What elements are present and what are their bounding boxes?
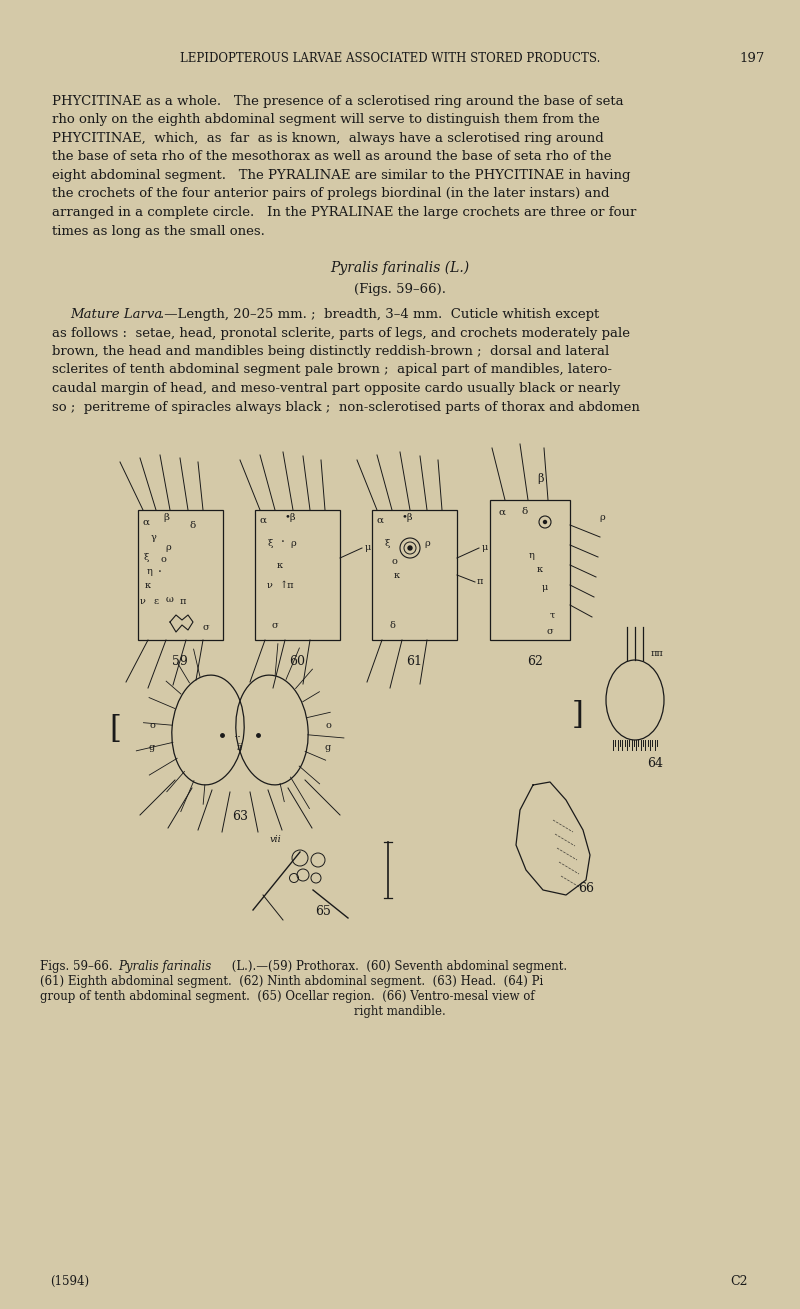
Text: ω: ω bbox=[166, 596, 174, 605]
Text: eight abdominal segment.   The PYRALINAE are similar to the PHYCITINAE in having: eight abdominal segment. The PYRALINAE a… bbox=[52, 169, 630, 182]
Text: [: [ bbox=[109, 715, 121, 746]
Text: δ: δ bbox=[190, 521, 196, 530]
Text: Pyralis farinalis (L.): Pyralis farinalis (L.) bbox=[330, 260, 470, 275]
Text: Pyralis farinalis: Pyralis farinalis bbox=[118, 959, 211, 973]
Text: ο: ο bbox=[160, 555, 166, 564]
Text: κ: κ bbox=[145, 581, 151, 590]
Text: right mandible.: right mandible. bbox=[354, 1005, 446, 1018]
Text: group of tenth abdominal segment.  (65) Ocellar region.  (66) Ventro-mesal view : group of tenth abdominal segment. (65) O… bbox=[40, 990, 534, 1003]
Text: τ: τ bbox=[550, 610, 554, 619]
Text: the crochets of the four anterior pairs of prolegs biordinal (in the later insta: the crochets of the four anterior pairs … bbox=[52, 187, 610, 200]
Text: 66: 66 bbox=[578, 882, 594, 895]
Text: α: α bbox=[498, 508, 506, 517]
Text: μ: μ bbox=[365, 543, 371, 552]
Text: so ;  peritreme of spiracles always black ;  non-sclerotised parts of thorax and: so ; peritreme of spiracles always black… bbox=[52, 401, 640, 414]
Text: caudal margin of head, and meso-ventral part opposite cardo usually black or nea: caudal margin of head, and meso-ventral … bbox=[52, 382, 620, 395]
Text: β: β bbox=[537, 473, 543, 483]
Text: δ: δ bbox=[522, 508, 528, 517]
Text: σ: σ bbox=[272, 620, 278, 630]
Text: κ: κ bbox=[394, 571, 400, 580]
Text: brown, the head and mandibles being distinctly reddish-brown ;  dorsal and later: brown, the head and mandibles being dist… bbox=[52, 346, 610, 357]
Text: μ: μ bbox=[482, 543, 488, 552]
Text: Figs. 59–66.: Figs. 59–66. bbox=[40, 959, 120, 973]
Circle shape bbox=[543, 521, 546, 524]
Text: 60: 60 bbox=[289, 654, 305, 668]
Text: κ: κ bbox=[277, 560, 283, 569]
Text: σ: σ bbox=[202, 623, 210, 632]
Text: times as long as the small ones.: times as long as the small ones. bbox=[52, 225, 265, 237]
Circle shape bbox=[408, 546, 412, 550]
Text: the base of seta rho of the mesothorax as well as around the base of seta rho of: the base of seta rho of the mesothorax a… bbox=[52, 151, 611, 164]
Text: β: β bbox=[163, 513, 169, 522]
Text: α: α bbox=[259, 516, 266, 525]
Text: η: η bbox=[147, 568, 153, 576]
Text: μ: μ bbox=[542, 584, 548, 593]
Text: ··: ·· bbox=[234, 732, 242, 745]
Text: o: o bbox=[149, 720, 155, 729]
Text: ·: · bbox=[158, 565, 162, 579]
Text: ρ: ρ bbox=[599, 513, 605, 522]
Text: •β: •β bbox=[284, 513, 296, 521]
Text: ξ: ξ bbox=[267, 538, 273, 547]
Text: 59: 59 bbox=[172, 654, 188, 668]
Bar bbox=[490, 500, 570, 640]
Text: ρ: ρ bbox=[424, 538, 430, 547]
Text: as follows :  setae, head, pronotal sclerite, parts of legs, and crochets modera: as follows : setae, head, pronotal scler… bbox=[52, 326, 630, 339]
Text: PHYCITINAE as a whole.   The presence of a sclerotised ring around the base of s: PHYCITINAE as a whole. The presence of a… bbox=[52, 96, 624, 109]
Text: •β: •β bbox=[402, 513, 413, 521]
Text: ν: ν bbox=[140, 597, 146, 606]
Text: g: g bbox=[149, 744, 155, 753]
Text: (1594): (1594) bbox=[50, 1275, 89, 1288]
Text: 65: 65 bbox=[315, 905, 331, 918]
Text: π: π bbox=[180, 597, 186, 606]
Text: Mature Larva: Mature Larva bbox=[70, 308, 162, 321]
Text: ·: · bbox=[281, 537, 285, 550]
Text: PHYCITINAE,  which,  as  far  as is known,  always have a sclerotised ring aroun: PHYCITINAE, which, as far as is known, a… bbox=[52, 132, 604, 145]
Text: π: π bbox=[477, 577, 483, 586]
Text: o: o bbox=[325, 720, 331, 729]
Text: LEPIDOPTEROUS LARVAE ASSOCIATED WITH STORED PRODUCTS.: LEPIDOPTEROUS LARVAE ASSOCIATED WITH STO… bbox=[180, 51, 600, 64]
Text: 63: 63 bbox=[232, 810, 248, 823]
Text: C2: C2 bbox=[730, 1275, 747, 1288]
Text: η: η bbox=[529, 551, 535, 559]
Text: 62: 62 bbox=[527, 654, 543, 668]
Text: (Figs. 59–66).: (Figs. 59–66). bbox=[354, 283, 446, 296]
Text: ii: ii bbox=[237, 744, 243, 753]
Text: ε: ε bbox=[154, 597, 158, 606]
Text: ν: ν bbox=[267, 580, 273, 589]
Text: (L.).—(59) Prothorax.  (60) Seventh abdominal segment.: (L.).—(59) Prothorax. (60) Seventh abdom… bbox=[228, 959, 567, 973]
Text: o: o bbox=[391, 558, 397, 567]
Text: γ: γ bbox=[151, 534, 157, 542]
Text: vii: vii bbox=[270, 835, 282, 844]
Text: 61: 61 bbox=[406, 654, 422, 668]
Text: rho only on the eighth abdominal segment will serve to distinguish them from the: rho only on the eighth abdominal segment… bbox=[52, 114, 600, 127]
Bar bbox=[138, 511, 223, 640]
Text: α: α bbox=[142, 517, 150, 526]
Text: ]: ] bbox=[572, 699, 584, 730]
Text: ρ: ρ bbox=[290, 538, 296, 547]
Text: ππ: ππ bbox=[650, 648, 663, 657]
Text: α: α bbox=[377, 516, 383, 525]
Text: sclerites of tenth abdominal segment pale brown ;  apical part of mandibles, lat: sclerites of tenth abdominal segment pal… bbox=[52, 364, 612, 377]
Text: 64: 64 bbox=[647, 757, 663, 770]
Text: arranged in a complete circle.   In the PYRALINAE the large crochets are three o: arranged in a complete circle. In the PY… bbox=[52, 206, 636, 219]
Text: δ: δ bbox=[389, 620, 395, 630]
Text: ξ: ξ bbox=[143, 554, 149, 563]
Text: 197: 197 bbox=[739, 51, 765, 64]
Text: ρ: ρ bbox=[165, 543, 171, 552]
Text: ξ: ξ bbox=[384, 538, 390, 547]
Text: ↑π: ↑π bbox=[280, 580, 294, 589]
Bar bbox=[255, 511, 340, 640]
Text: g: g bbox=[325, 744, 331, 753]
Bar bbox=[372, 511, 457, 640]
Text: κ: κ bbox=[537, 565, 543, 575]
Text: (61) Eighth abdominal segment.  (62) Ninth abdominal segment.  (63) Head.  (64) : (61) Eighth abdominal segment. (62) Nint… bbox=[40, 975, 543, 988]
Text: .—Length, 20–25 mm. ;  breadth, 3–4 mm.  Cuticle whitish except: .—Length, 20–25 mm. ; breadth, 3–4 mm. C… bbox=[160, 308, 599, 321]
Text: σ: σ bbox=[546, 627, 554, 636]
